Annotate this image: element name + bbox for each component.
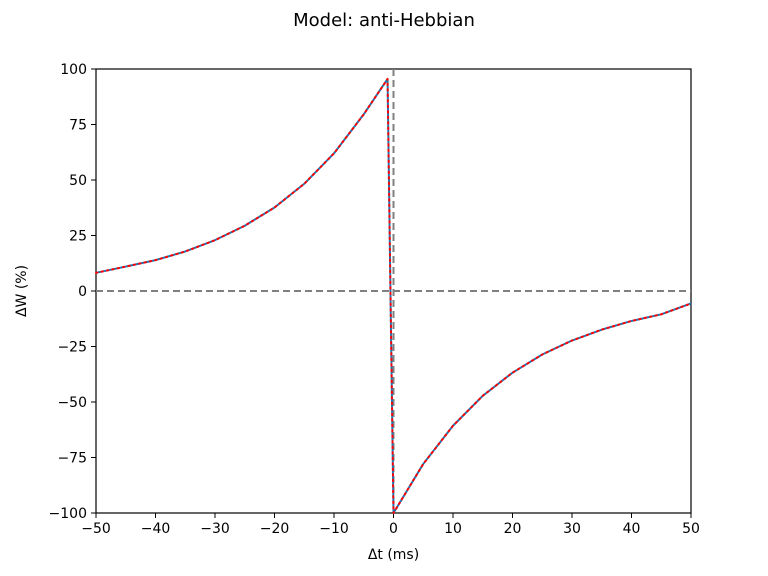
y-tick-label: −25 (57, 340, 87, 356)
x-tick-label: 40 (623, 521, 641, 537)
y-tick-label: 75 (69, 118, 87, 134)
series-layer (95, 77, 692, 514)
y-tick-label: 25 (69, 229, 87, 245)
x-tick-label: −40 (141, 521, 171, 537)
x-axis-label: Δt (ms) (367, 547, 420, 563)
y-tick-label: 0 (78, 284, 87, 300)
y-tick-label: −100 (49, 506, 87, 522)
x-tick-label: −10 (319, 521, 349, 537)
x-tick-label: 10 (444, 521, 462, 537)
reference-lines (96, 69, 691, 513)
y-tick-label: 100 (60, 62, 87, 78)
y-tick-label: 50 (69, 173, 87, 189)
ticks: −50 −40 −30 −20 −10 0 10 20 30 40 50−100−75−50−250… (49, 62, 700, 537)
x-tick-label: 30 (563, 521, 581, 537)
y-tick-label: −75 (57, 451, 87, 467)
x-tick-label: −30 (200, 521, 230, 537)
x-tick-label: −20 (260, 521, 290, 537)
series-line-dotted (95, 77, 692, 514)
chart-title: Model: anti-Hebbian (293, 10, 475, 31)
x-tick-label: 20 (504, 521, 522, 537)
y-axis-label: ΔW (%) (14, 264, 30, 318)
x-tick-label: 50 (682, 521, 700, 537)
x-tick-label: 0 (389, 521, 398, 537)
y-tick-label: −50 (57, 395, 87, 411)
x-tick-label: −50 (81, 521, 111, 537)
